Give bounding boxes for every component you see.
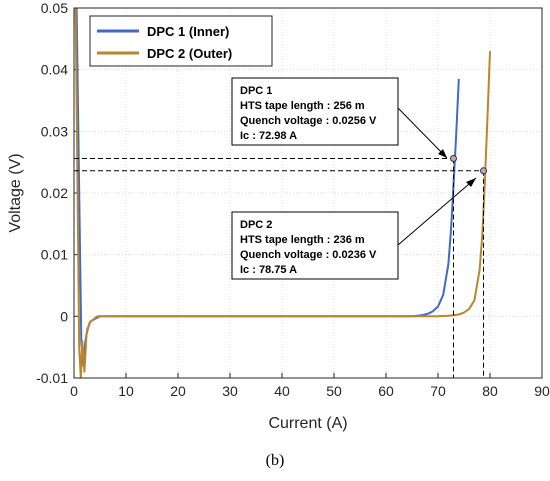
annotation-dpc2-line: HTS tape length : 236 m: [240, 234, 365, 246]
annotation-dpc2: DPC 2 HTS tape length : 236 m Quench vol…: [231, 177, 477, 280]
x-tick-labels: 0 10 20 30 40 50 60 70 80 90: [70, 383, 550, 399]
x-tick-label: 0: [70, 383, 78, 399]
annotation-dpc2-leader: [397, 177, 477, 246]
legend-box: [89, 15, 273, 67]
y-tick-label: 0: [60, 308, 68, 324]
annotation-dpc1-line: HTS tape length : 256 m: [240, 100, 365, 112]
guide-lines: [74, 157, 484, 378]
annotation-dpc1-leader: [397, 107, 448, 159]
y-tick-label: 0.01: [41, 247, 68, 263]
legend-label-dpc2: DPC 2 (Outer): [147, 46, 232, 61]
x-tick-label: 30: [222, 383, 238, 399]
legend: DPC 1 (Inner) DPC 2 (Outer): [89, 15, 273, 67]
quench-point-dpc2: [480, 167, 487, 175]
annotation-dpc1-line: Quench voltage : 0.0256 V: [240, 115, 377, 127]
figure-caption: (b): [265, 452, 285, 469]
x-axis-label: Current (A): [268, 415, 347, 432]
x-tick-label: 50: [326, 383, 342, 399]
x-tick-label: 70: [430, 383, 446, 399]
x-tick-label: 10: [118, 383, 134, 399]
annotation-dpc2-line: Quench voltage : 0.0236 V: [240, 249, 377, 261]
series-line-dpc2: [74, 8, 491, 378]
legend-label-dpc1: DPC 1 (Inner): [147, 24, 229, 39]
annotation-box-dpc2: [231, 211, 399, 280]
y-axis-label: Voltage (V): [7, 153, 24, 232]
y-tick-labels: -0.01 0 0.01 0.02 0.03 0.04 0.05: [36, 0, 68, 386]
x-tick-label: 60: [378, 383, 394, 399]
y-tick-label: 0.03: [41, 123, 68, 139]
x-tick-label: 80: [482, 383, 498, 399]
annotation-dpc2-line: Ic : 78.75 A: [240, 264, 297, 276]
x-tick-label: 20: [170, 383, 186, 399]
y-tick-label: 0.02: [41, 185, 68, 201]
annotation-dpc1: DPC 1 HTS tape length : 256 m Quench vol…: [231, 77, 448, 159]
annotation-dpc1-arrowhead: [438, 149, 447, 158]
y-tick-label: 0.05: [41, 0, 68, 16]
y-tick-label: -0.01: [36, 370, 68, 386]
x-tick-label: 90: [534, 383, 550, 399]
annotation-dpc2-line: DPC 2: [240, 219, 272, 231]
annotation-dpc2-arrowhead: [466, 178, 476, 187]
series-group: [74, 8, 491, 378]
annotation-dpc1-line: Ic : 72.98 A: [240, 130, 297, 142]
axes-frame: [73, 7, 543, 379]
annotation-box-dpc1: [231, 77, 399, 146]
chart-figure: 0 10 20 30 40 50 60 70 80 90 -0.0100.010.020.030.…: [7, 0, 550, 432]
y-tick-label: 0.04: [41, 62, 68, 78]
marker-group: [449, 154, 487, 175]
annotation-dpc1-line: DPC 1: [240, 85, 272, 97]
x-tick-label: 40: [274, 383, 290, 399]
quench-point-dpc1: [449, 154, 457, 162]
